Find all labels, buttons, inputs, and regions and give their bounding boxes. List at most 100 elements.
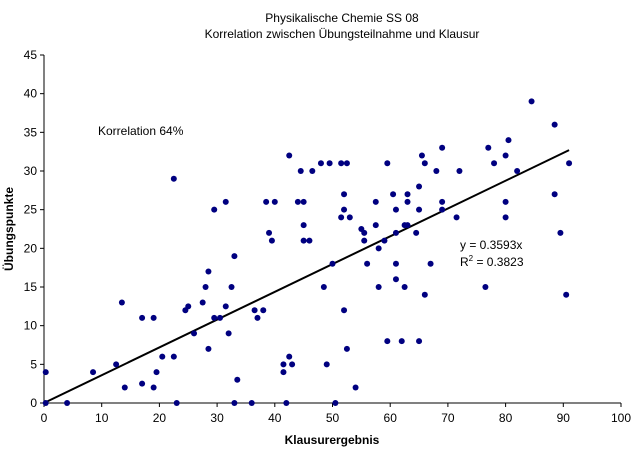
r-squared-prefix: R: [460, 255, 469, 269]
data-point: [485, 144, 492, 151]
data-point: [231, 400, 238, 406]
chart-subtitle: Korrelation zwischen Übungsteilnahme und…: [205, 27, 480, 41]
data-point: [404, 198, 411, 205]
x-tick-label: 90: [557, 411, 571, 425]
x-tick-label: 20: [153, 411, 167, 425]
data-point: [280, 361, 287, 368]
data-point: [323, 361, 330, 368]
data-point: [150, 314, 157, 321]
data-point: [150, 384, 157, 391]
data-point: [90, 369, 97, 376]
y-tick-label: 5: [30, 357, 37, 371]
y-axis-title: Übungspunkte: [1, 187, 16, 271]
data-point: [329, 260, 336, 267]
data-point: [528, 98, 535, 105]
data-point: [341, 206, 348, 213]
data-point: [251, 307, 258, 314]
data-point: [416, 338, 423, 345]
data-point: [205, 268, 212, 275]
data-point: [286, 353, 293, 360]
data-point: [439, 206, 446, 213]
data-point: [384, 338, 391, 345]
data-point: [205, 345, 212, 352]
data-point: [352, 384, 359, 391]
data-point: [375, 284, 382, 290]
y-tick-label: 0: [30, 396, 37, 410]
data-point: [433, 168, 440, 174]
data-point: [392, 229, 399, 236]
data-point: [364, 260, 371, 267]
data-point: [341, 307, 348, 314]
x-tick-label: 40: [268, 411, 282, 425]
x-tick-label: 30: [210, 411, 224, 425]
data-point: [254, 314, 261, 321]
data-point: [341, 191, 348, 198]
data-point: [563, 291, 570, 298]
data-point: [170, 353, 177, 360]
data-point: [222, 303, 229, 310]
data-point: [320, 284, 327, 290]
data-point: [42, 369, 49, 376]
data-point: [64, 400, 71, 406]
data-point: [268, 237, 275, 244]
data-point: [326, 160, 333, 167]
chart-title: Physikalische Chemie SS 08: [265, 11, 419, 25]
data-point: [384, 160, 391, 167]
x-tick-label: 80: [499, 411, 513, 425]
data-point: [343, 345, 350, 352]
data-point: [416, 206, 423, 213]
data-point: [566, 160, 573, 167]
data-point: [297, 168, 304, 174]
data-point: [280, 369, 287, 376]
y-tick-label: 25: [24, 203, 38, 217]
data-point: [392, 276, 399, 283]
data-point: [343, 160, 350, 167]
y-tick-label: 15: [24, 280, 38, 294]
x-tick-label: 50: [326, 411, 340, 425]
y-tick-label: 20: [24, 241, 38, 255]
data-point: [139, 380, 146, 387]
plot-area: 0 5 10 15 20 25 30 35 40 45 0 10 20 30 40 50 60 70 80 90 100: [24, 48, 632, 425]
data-point: [332, 400, 339, 406]
y-tick-label: 45: [24, 48, 38, 62]
data-point: [416, 183, 423, 190]
data-point: [381, 237, 388, 244]
data-point: [390, 191, 397, 198]
data-point: [413, 229, 420, 236]
data-point: [427, 260, 434, 267]
data-point: [338, 214, 345, 221]
data-point: [139, 314, 146, 321]
data-point: [557, 229, 564, 236]
x-tick-label: 70: [441, 411, 455, 425]
data-point: [159, 353, 166, 360]
data-point: [199, 299, 206, 306]
r-squared-label: R2 = 0.3823: [460, 254, 524, 269]
data-point: [234, 376, 241, 383]
x-tick-label: 0: [41, 411, 48, 425]
data-point: [398, 338, 405, 345]
data-point: [372, 198, 379, 205]
y-tick-label: 10: [24, 319, 38, 333]
data-point: [491, 160, 498, 167]
y-tick-label: 40: [24, 87, 38, 101]
data-point: [361, 229, 368, 236]
correlation-label: Korrelation 64%: [98, 124, 184, 138]
r-squared-superscript: 2: [469, 254, 474, 263]
data-point: [392, 206, 399, 213]
data-point: [300, 198, 307, 205]
data-point: [502, 152, 509, 159]
y-tick-label: 35: [24, 125, 38, 139]
data-point: [216, 314, 223, 321]
data-point: [502, 198, 509, 205]
data-point: [401, 284, 408, 290]
data-point: [456, 168, 463, 174]
data-point: [222, 198, 229, 205]
data-point: [211, 314, 218, 321]
data-point: [300, 237, 307, 244]
data-point: [421, 160, 428, 167]
data-point: [153, 369, 160, 376]
data-point: [317, 160, 324, 167]
data-point: [338, 160, 345, 167]
data-point: [263, 198, 270, 205]
